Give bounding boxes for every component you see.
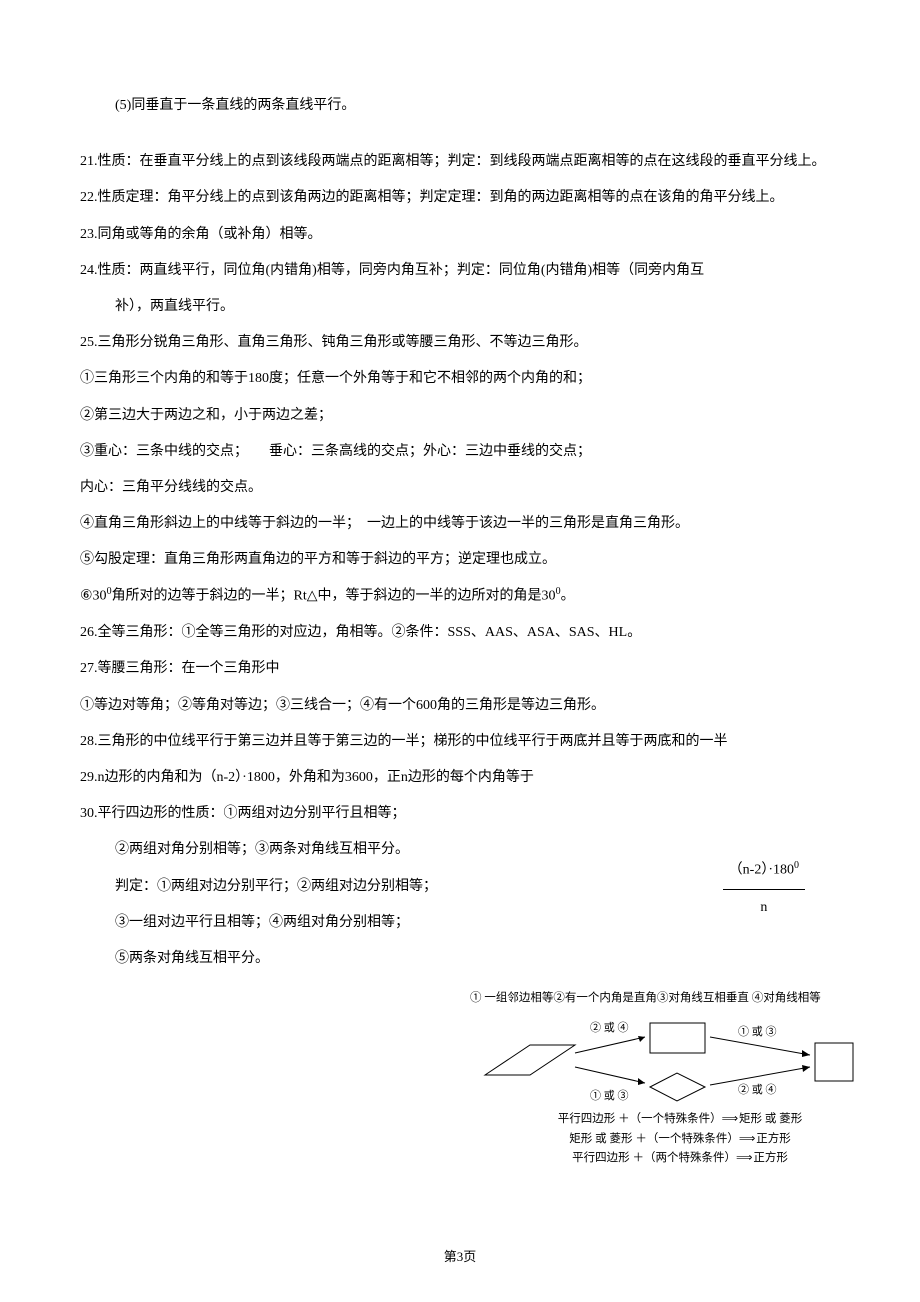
formula-numerator: （n-2）·1800 <box>723 854 805 890</box>
dt1b: 矩形 或 菱形 <box>736 1113 802 1125</box>
item-25-5: ⑤勾股定理：直角三角形两直角边的平方和等于斜边的平方；逆定理也成立。 <box>80 544 840 576</box>
diagram-text-3: 平行四边形 ＋（两个特殊条件）⟹ 正方形 <box>470 1150 890 1167</box>
item-25-3: ③重心：三条中线的交点； 垂心：三条高线的交点；外心：三边中垂线的交点； <box>80 436 840 468</box>
item-25-4: ④直角三角形斜边上的中线等于斜边的一半； 一边上的中线等于该边一半的三角形是直角… <box>80 508 840 540</box>
dt3a: 平行四边形 ＋（两个特殊条件） <box>572 1152 736 1164</box>
arrow-icon: ⟹ <box>739 1131 754 1148</box>
item-27-1: ①等边对等角；②等角对等边；③三线合一；④有一个600角的三角形是等边三角形。 <box>80 690 840 722</box>
arrow-icon: ⟹ <box>736 1150 751 1167</box>
item-25-6: ⑥300角所对的边等于斜边的一半；Rt△中，等于斜边的一半的边所对的角是300。 <box>80 580 840 613</box>
item-5: (5)同垂直于一条直线的两条直线平行。 <box>80 90 840 122</box>
item-25-3b: 内心：三角平分线线的交点。 <box>80 472 840 504</box>
item-30: 30.平行四边形的性质：①两组对边分别平行且相等； <box>80 798 521 830</box>
dt2a: 矩形 或 菱形 ＋（一个特殊条件） <box>569 1133 739 1145</box>
label-24-a: ② 或 ④ <box>590 1021 629 1034</box>
spacer <box>80 126 840 146</box>
item-30-3: ③一组对边平行且相等；④两组对角分别相等； <box>80 907 521 939</box>
item-30-2: ②两组对角分别相等；③两条对角线互相平分。 <box>80 834 521 866</box>
formula-sup: 0 <box>794 860 799 871</box>
diagram-text-1: 平行四边形 ＋（一个特殊条件）⟹ 矩形 或 菱形 <box>470 1111 890 1128</box>
item-25-1: ①三角形三个内角的和等于180度；任意一个外角等于和它不相邻的两个内角的和； <box>80 363 840 395</box>
dt2b: 正方形 <box>753 1133 790 1145</box>
shapes-flow-svg: ② 或 ④ ① 或 ③ ① 或 ③ ② 或 ④ <box>470 1015 880 1105</box>
item-24a: 24.性质：两直线平行，同位角(内错角)相等，同旁内角互补；判定：同位角(内错角… <box>80 255 840 287</box>
text-25-6a: ⑥30 <box>80 589 107 604</box>
item-21: 21.性质：在垂直平分线上的点到该线段两端点的距离相等；判定：到线段两端点距离相… <box>80 146 840 178</box>
diagram-text-block: 平行四边形 ＋（一个特殊条件）⟹ 矩形 或 菱形 矩形 或 菱形 ＋（一个特殊条… <box>470 1111 890 1167</box>
item-24b: 补），两直线平行。 <box>80 291 840 323</box>
diagram-text-2: 矩形 或 菱形 ＋（一个特殊条件）⟹ 正方形 <box>470 1131 890 1148</box>
item-29: 29.n边形的内角和为（n-2）·1800，外角和为3600，正n边形的每个内角… <box>80 762 840 794</box>
label-13-a: ① 或 ③ <box>590 1089 629 1102</box>
formula-denominator: n <box>723 890 805 924</box>
item-22: 22.性质定理：角平分线上的点到该角两边的距离相等；判定定理：到角的两边距离相等… <box>80 182 840 214</box>
diagram-title: ① 一组邻边相等②有一个内角是直角③对角线互相垂直 ④对角线相等 <box>470 990 890 1007</box>
item-28: 28.三角形的中位线平行于第三边并且等于第三边的一半；梯形的中位线平行于两底并且… <box>80 726 840 758</box>
text-25-6b: 角所对的边等于斜边的一半；Rt△中，等于斜边的一半的边所对的角是30 <box>112 589 556 604</box>
arrow-icon: ⟹ <box>722 1111 737 1128</box>
dt3b: 正方形 <box>751 1152 788 1164</box>
item-25: 25.三角形分锐角三角形、直角三角形、钝角三角形或等腰三角形、不等边三角形。 <box>80 327 840 359</box>
item-30-5: ⑤两条对角线互相平分。 <box>80 943 521 975</box>
quadrilateral-diagram: ① 一组邻边相等②有一个内角是直角③对角线互相垂直 ④对角线相等 ② 或 ④ ①… <box>470 990 890 1169</box>
label-13-b: ① 或 ③ <box>738 1025 777 1038</box>
item-26: 26.全等三角形：①全等三角形的对应边，角相等。②条件：SSS、AAS、ASA、… <box>80 617 840 649</box>
item-25-2: ②第三边大于两边之和，小于两边之差； <box>80 400 840 432</box>
text-25-6c: 。 <box>561 589 575 604</box>
item-23: 23.同角或等角的余角（或补角）相等。 <box>80 219 840 251</box>
page-number: 第3页 <box>0 1242 920 1272</box>
formula-fraction: （n-2）·1800 n <box>723 854 805 924</box>
document-body: (5)同垂直于一条直线的两条直线平行。 21.性质：在垂直平分线上的点到该线段两… <box>80 90 840 975</box>
item-27: 27.等腰三角形：在一个三角形中 <box>80 653 840 685</box>
dt1a: 平行四边形 ＋（一个特殊条件） <box>558 1113 722 1125</box>
label-24-b: ② 或 ④ <box>738 1083 777 1096</box>
item-30-j: 判定：①两组对边分别平行；②两组对边分别相等； <box>80 871 521 903</box>
formula-top-text: （n-2）·180 <box>729 863 794 878</box>
